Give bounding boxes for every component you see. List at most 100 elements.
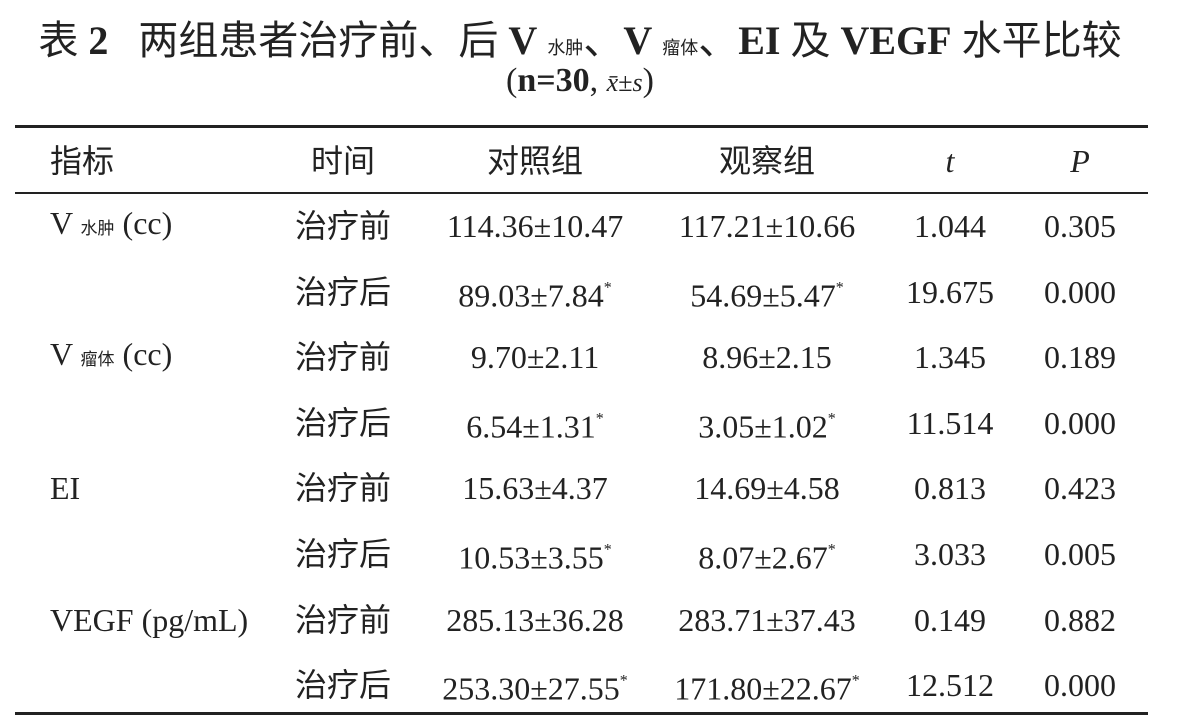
value-cell: 171.80±22.67*: [674, 662, 860, 709]
time-cell: 治疗后: [294, 273, 392, 310]
indicator-sub: 瘤体: [80, 350, 115, 370]
significance-mark: *: [603, 541, 612, 559]
value: 8.07±2.67: [698, 539, 828, 576]
p-cell: 0.000: [1044, 667, 1116, 704]
subtitle: (n=30, x̄±s): [0, 62, 1160, 100]
value-cell: 6.54±1.31*: [466, 399, 604, 446]
comma: ,: [589, 62, 599, 99]
title-ei: EI: [738, 18, 781, 63]
header-cell: 时间: [310, 143, 376, 179]
value-cell: 54.69±5.47*: [690, 268, 844, 315]
significance-mark: *: [835, 279, 844, 297]
time-cell: 治疗前: [294, 208, 392, 244]
value: 3.05±1.02: [698, 408, 828, 445]
header-cell: 对照组: [486, 143, 584, 179]
significance-mark: *: [851, 672, 860, 690]
value: 9.70±2.11: [470, 339, 600, 376]
header-cell: 指标: [50, 143, 115, 179]
unit: (cc): [122, 205, 173, 241]
t-cell: 12.512: [906, 667, 994, 704]
title: 表 2 两组患者治疗前、后 V 水肿、V 瘤体、EI 及 VEGF 水平比较: [0, 8, 1160, 66]
header-cell: 观察组: [718, 143, 816, 179]
p-cell: 0.000: [1044, 273, 1116, 310]
significance-mark: *: [619, 672, 628, 690]
indicator-cell: VEGF (pg/mL): [50, 600, 248, 640]
time-cell: 治疗前: [294, 470, 392, 507]
sample-size: n=30: [517, 62, 590, 99]
header-rule: [15, 192, 1148, 194]
title-text: 及: [790, 18, 831, 63]
time-cell: 治疗后: [294, 404, 392, 441]
value-cell: 89.03±7.84*: [458, 268, 612, 315]
significance-mark: *: [595, 410, 604, 428]
t-cell: 1.044: [914, 208, 986, 244]
t-cell: 19.675: [906, 273, 994, 310]
p-cell: 0.189: [1044, 339, 1116, 376]
plus-minus: ±: [618, 68, 633, 97]
title-sub: 瘤体: [662, 38, 699, 58]
indicator-cell: V 水肿 (cc): [50, 203, 172, 249]
value: 54.69±5.47: [690, 277, 836, 314]
indicator: VEGF: [50, 601, 134, 638]
value-cell: 8.07±2.67*: [698, 531, 836, 578]
value-cell: 253.30±27.55*: [442, 662, 628, 709]
t-cell: 0.149: [914, 601, 986, 638]
title-text: 两组患者治疗前、后: [138, 18, 499, 63]
title-v: V: [508, 18, 538, 63]
p-cell: 0.882: [1044, 601, 1116, 638]
title-number: 2: [88, 18, 109, 63]
paren: (: [506, 62, 518, 99]
value: 10.53±3.55: [458, 539, 604, 576]
value: 171.80±22.67: [674, 670, 852, 707]
value-cell: 117.21±10.66: [679, 206, 855, 246]
indicator-cell: V 瘤体 (cc): [50, 334, 172, 380]
time-cell: 治疗前: [294, 339, 392, 376]
title-sep: 、: [583, 18, 624, 63]
bottom-rule: [15, 712, 1148, 715]
unit: (pg/mL): [141, 601, 249, 638]
value-cell: 9.70±2.11: [471, 337, 599, 377]
time-cell: 治疗前: [294, 601, 392, 638]
t-cell: 11.514: [906, 404, 994, 441]
p-cell: 0.000: [1044, 404, 1116, 441]
value: 114.36±10.47: [446, 208, 624, 244]
t-cell: 1.345: [914, 339, 986, 376]
indicator: V: [50, 205, 73, 241]
value-cell: 14.69±4.58: [694, 468, 840, 508]
t-cell: 0.813: [914, 470, 986, 507]
indicator-sub: 水肿: [80, 219, 115, 238]
indicator: EI: [50, 470, 81, 507]
significance-mark: *: [827, 410, 836, 428]
value: 117.21±10.66: [678, 208, 856, 244]
p-cell: 0.305: [1044, 208, 1116, 244]
mean: x̄: [606, 68, 619, 97]
significance-mark: *: [603, 279, 612, 297]
value-cell: 3.05±1.02*: [698, 399, 836, 446]
significance-mark: *: [827, 541, 836, 559]
header-cell: t: [945, 143, 955, 179]
value: 283.71±37.43: [678, 601, 856, 638]
t-cell: 3.033: [914, 536, 986, 572]
value: 253.30±27.55: [442, 670, 620, 707]
value-cell: 283.71±37.43: [678, 600, 856, 640]
title-prefix: 表: [38, 18, 79, 63]
value-cell: 10.53±3.55*: [458, 531, 612, 578]
header-cell: P: [1070, 143, 1090, 179]
unit: (cc): [122, 336, 173, 373]
value-cell: 15.63±4.37: [462, 468, 608, 508]
value-cell: 8.96±2.15: [702, 337, 832, 377]
title-text: 水平比较: [961, 18, 1122, 63]
title-v: V: [623, 18, 653, 63]
value: 15.63±4.37: [462, 470, 608, 507]
top-rule: [15, 125, 1148, 128]
indicator-cell: EI: [50, 468, 80, 508]
indicator: V: [50, 336, 73, 373]
value: 14.69±4.58: [694, 470, 840, 507]
title-vegf: VEGF: [840, 18, 952, 63]
value: 8.96±2.15: [702, 339, 832, 376]
sd: s: [632, 68, 643, 97]
value-cell: 285.13±36.28: [446, 600, 624, 640]
time-cell: 治疗后: [294, 667, 392, 704]
time-cell: 治疗后: [294, 536, 392, 572]
